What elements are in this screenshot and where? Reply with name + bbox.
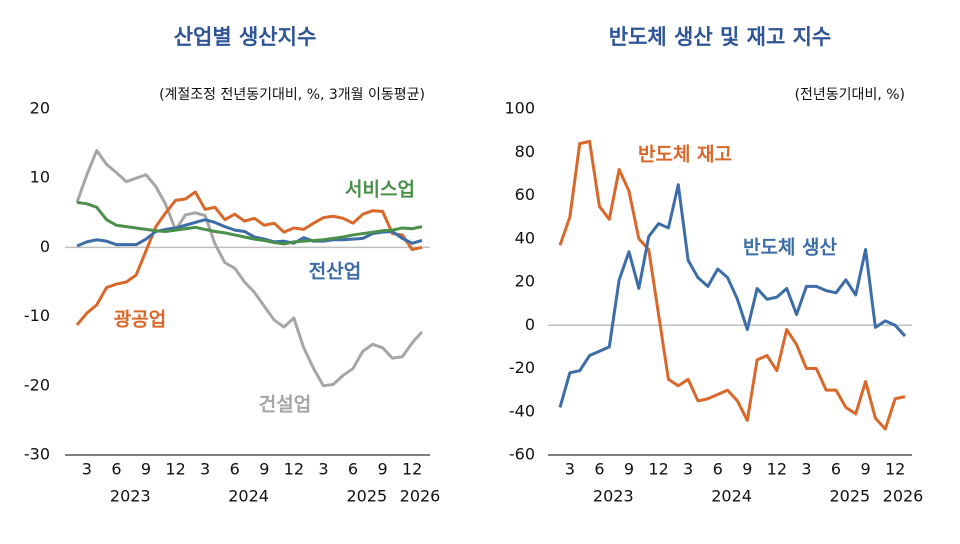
x-tick-label: 12 [885,460,905,479]
y-tick-label: -20 [509,358,535,377]
series-line [558,183,907,408]
y-tick-label: 0 [40,237,50,256]
y-tick-label: 10 [30,168,50,187]
year-label: 2026 [400,487,441,506]
series-label: 반도체 재고 [638,144,732,166]
series-line [76,218,423,248]
x-tick-label: 6 [713,460,723,479]
year-label: 2026 [883,487,924,506]
series-line [75,149,424,388]
x-tick-label: 12 [165,460,185,479]
year-label: 2024 [711,487,752,506]
x-tick-label: 6 [348,460,358,479]
series-label: 서비스업 [345,179,415,201]
y-tick-label: -10 [24,306,50,325]
series-line [558,139,906,431]
y-tick-label: -20 [24,375,50,394]
chart-title: 반도체 생산 및 재고 지수 [609,25,831,49]
x-tick-label: 9 [259,460,269,479]
y-tick-label: -60 [509,445,535,464]
y-tick-label: -30 [24,445,50,464]
series-line [76,200,423,246]
y-tick-label: 20 [515,272,535,291]
chart-subtitle: (계절조정 전년동기대비, %, 3개월 이동평균) [159,87,425,103]
y-tick-label: -40 [509,401,535,420]
x-tick-label: 9 [141,460,151,479]
x-tick-label: 3 [801,460,811,479]
year-label: 2024 [228,487,269,506]
year-label: 2025 [829,487,870,506]
x-tick-label: 12 [767,460,787,479]
year-label: 2025 [346,487,387,506]
year-label: 2023 [593,487,634,506]
x-tick-label: 9 [377,460,387,479]
x-tick-label: 3 [683,460,693,479]
y-tick-label: 0 [525,315,535,334]
y-tick-label: 40 [515,228,535,247]
x-tick-label: 6 [230,460,240,479]
x-tick-label: 12 [648,460,668,479]
series-label: 전산업 [309,261,361,283]
x-tick-label: 3 [565,460,575,479]
x-tick-label: 12 [402,460,422,479]
x-tick-label: 9 [624,460,634,479]
y-tick-label: 20 [30,99,50,118]
x-tick-label: 6 [111,460,121,479]
x-tick-label: 9 [742,460,752,479]
x-tick-label: 12 [284,460,304,479]
y-tick-label: 100 [504,99,535,118]
series-label: 광공업 [114,309,166,331]
series-line [75,190,423,326]
series-label: 반도체 생산 [743,237,838,259]
series-label: 건설업 [259,394,311,416]
y-tick-label: 60 [515,185,535,204]
chart-title: 산업별 생산지수 [174,25,317,49]
y-tick-label: 80 [515,142,535,161]
x-tick-label: 3 [82,460,92,479]
year-label: 2023 [110,487,151,506]
x-tick-label: 6 [831,460,841,479]
x-tick-label: 3 [318,460,328,479]
chart-subtitle: (전년동기대비, %) [795,87,905,103]
x-tick-label: 9 [860,460,870,479]
x-tick-label: 6 [594,460,604,479]
x-tick-label: 3 [200,460,210,479]
